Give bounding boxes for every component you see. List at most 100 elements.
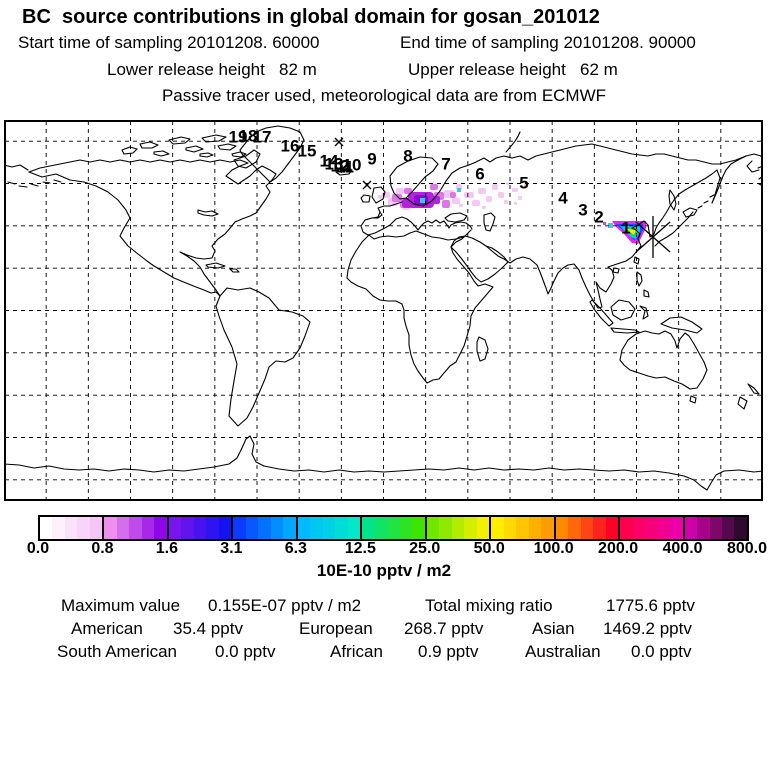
colorbar-cell	[258, 517, 271, 539]
trajectory-number-4: 4	[558, 188, 568, 207]
colorbar-cell	[52, 517, 65, 539]
colorbar-cell	[476, 517, 490, 539]
trajectory-number-15: 15	[298, 141, 317, 160]
colorbar-cell	[541, 517, 554, 539]
colorbar-cell	[347, 517, 361, 539]
colorbar-cell	[141, 517, 155, 539]
trajectory-number-11: 11	[336, 157, 354, 176]
colorbar-segment-0	[40, 517, 103, 539]
colorbar-cell	[154, 517, 167, 539]
colorbar-tick-25.0: 25.0	[409, 540, 441, 557]
map-frame	[4, 120, 763, 501]
colorbar-cell	[89, 517, 103, 539]
colorbar-cell	[181, 517, 194, 539]
colorbar-cell	[104, 517, 117, 539]
colorbar-segment-1	[102, 517, 167, 539]
colorbar-cell	[593, 517, 606, 539]
colorbar-segment-8	[553, 517, 619, 539]
europe-med-coast	[360, 201, 473, 236]
hainan	[612, 267, 620, 274]
trajectory-number-9: 9	[367, 149, 376, 168]
trajectory-number-8: 8	[403, 146, 412, 165]
stat-1775-6-pptv: 1775.6 pptv	[606, 596, 695, 615]
colorbar-cell	[439, 517, 452, 539]
coastlines	[4, 125, 763, 491]
colorbar-cell	[129, 517, 142, 539]
stat-35-4-pptv: 35.4 pptv	[173, 619, 243, 638]
caspian-sea	[483, 212, 496, 232]
stat-american: American	[71, 619, 143, 638]
britain	[371, 186, 386, 204]
colorbar-cell	[77, 517, 90, 539]
colorbar-cell	[491, 517, 504, 539]
stat-0-0-pptv: 0.0 pptv	[215, 642, 276, 661]
antarctica	[4, 435, 763, 491]
colorbar	[38, 515, 749, 541]
graticule-grid	[5, 121, 762, 500]
java	[610, 327, 640, 334]
colorbar-cell	[657, 517, 671, 539]
colorbar-tick-50.0: 50.0	[473, 540, 505, 557]
europe-plume	[378, 182, 528, 210]
colorbar-cell	[451, 517, 465, 539]
colorbar-cell	[503, 517, 517, 539]
colorbar-cell	[568, 517, 581, 539]
colorbar-cell	[632, 517, 646, 539]
south-america	[215, 287, 311, 427]
cuba	[205, 262, 240, 273]
trajectory-number-6: 6	[475, 164, 484, 183]
siberia-north-coast	[468, 143, 747, 166]
trajectory-number-1: 1	[621, 218, 630, 237]
coast-bering	[4, 164, 29, 171]
colorbar-cell	[464, 517, 477, 539]
stat-0-0-pptv: 0.0 pptv	[631, 642, 692, 661]
trajectory-number-18: 18	[239, 126, 258, 145]
trajectory-number-19: 19	[229, 127, 248, 146]
borneo	[610, 299, 636, 321]
colorbar-tick-6.3: 6.3	[284, 540, 307, 557]
colorbar-cell	[335, 517, 348, 539]
colorbar-cell	[555, 517, 569, 539]
trajectory-number-2: 2	[594, 207, 603, 226]
ireland	[360, 194, 371, 203]
trajectory-number-14: 14	[320, 151, 339, 170]
colorbar-cell	[218, 517, 232, 539]
tracer-info-label: Passive tracer used, meteorological data…	[161, 86, 607, 105]
greenland	[239, 125, 305, 183]
sulawesi	[639, 305, 649, 320]
madagascar	[476, 336, 489, 362]
start-time-label: Start time of sampling 20101208. 60000	[18, 33, 320, 52]
colorbar-cell	[245, 517, 259, 539]
stat-asian: Asian	[532, 619, 575, 638]
kamchatka-chukotka	[711, 153, 763, 204]
lower-release-label: Lower release height 82 m	[107, 60, 317, 79]
taiwan	[633, 256, 640, 265]
stat-south-american: South American	[57, 642, 178, 661]
colorbar-tick-3.1: 3.1	[220, 540, 243, 557]
colorbar-cell	[516, 517, 529, 539]
asia-south-coast	[485, 169, 718, 309]
colorbar-cell	[605, 517, 619, 539]
arabia	[450, 235, 509, 283]
colorbar-cell	[270, 517, 284, 539]
colorbar-cell	[412, 517, 425, 539]
colorbar-units-label: 10E-10 pptv / m2	[316, 561, 452, 580]
novaya-zemlya	[505, 131, 521, 153]
coast-north-america-west	[28, 171, 221, 297]
colorbar-tick-12.5: 12.5	[344, 540, 376, 557]
colorbar-tick-200.0: 200.0	[598, 540, 639, 557]
colorbar-cell	[734, 517, 747, 539]
end-time-label: End time of sampling 20101208. 90000	[400, 33, 696, 52]
colorbar-tick-400.0: 400.0	[662, 540, 703, 557]
stat-0-9-pptv: 0.9 pptv	[418, 642, 479, 661]
colorbar-tick-100.0: 100.0	[533, 540, 574, 557]
iceland	[335, 167, 353, 176]
stat-european: European	[299, 619, 373, 638]
colorbar-cell	[670, 517, 683, 539]
colorbar-cell	[697, 517, 710, 539]
new-zealand	[737, 383, 760, 410]
philippines	[636, 271, 650, 298]
